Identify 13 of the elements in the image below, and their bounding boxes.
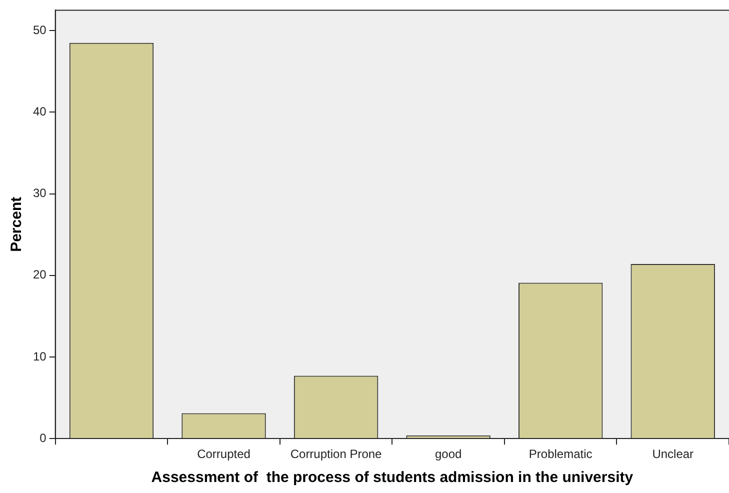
y-tick-label: 0 (40, 430, 47, 445)
x-tick-label: Problematic (528, 447, 592, 462)
x-tick-label: good (434, 447, 462, 462)
y-tick-label: 40 (32, 104, 47, 119)
x-tick-label: Unclear (652, 447, 694, 462)
y-axis-title: Percent (8, 196, 26, 252)
y-tick-label: 10 (32, 349, 47, 364)
y-tick-label: 50 (32, 22, 47, 37)
x-tick-label: Corrupted (197, 447, 250, 462)
y-tick-label: 30 (32, 186, 47, 200)
x-axis-title: Assessment of the process of students admission in the university (151, 469, 634, 486)
y-tick-label: 20 (32, 268, 47, 282)
x-tick-label: Corruption Prone (290, 447, 382, 462)
